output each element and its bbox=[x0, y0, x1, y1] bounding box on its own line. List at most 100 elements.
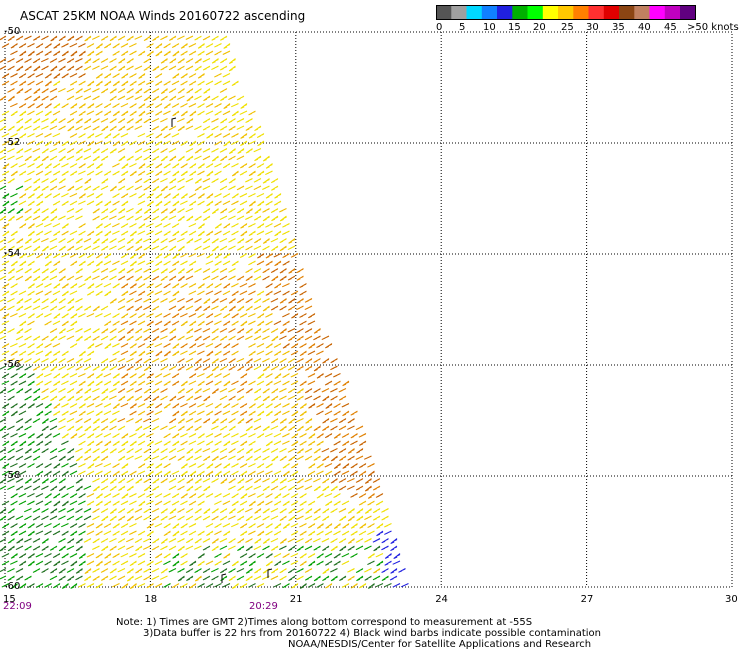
wind-barb bbox=[177, 275, 185, 282]
wind-barb bbox=[27, 343, 35, 349]
wind-barb bbox=[211, 418, 219, 424]
wind-barb bbox=[271, 478, 279, 484]
wind-barb bbox=[197, 440, 205, 446]
wind-barb bbox=[330, 575, 338, 582]
wind-barb bbox=[262, 305, 270, 312]
wind-barb bbox=[1, 350, 10, 356]
wind-barb bbox=[291, 403, 299, 409]
wind-barb bbox=[358, 500, 367, 506]
wind-barb bbox=[146, 260, 154, 266]
wind-barb bbox=[245, 148, 253, 154]
wind-barb bbox=[92, 125, 100, 131]
wind-barb bbox=[1, 560, 10, 566]
wind-barb bbox=[172, 380, 180, 386]
wind-barb bbox=[95, 230, 103, 236]
wind-barb bbox=[248, 530, 256, 535]
wind-barb bbox=[7, 208, 15, 214]
wind-barb bbox=[180, 560, 188, 566]
wind-barb bbox=[172, 440, 180, 447]
wind-barb bbox=[288, 515, 296, 522]
wind-barb bbox=[117, 35, 126, 41]
wind-barb bbox=[346, 478, 355, 483]
wind-barb bbox=[134, 215, 143, 221]
wind-barb bbox=[228, 65, 236, 72]
wind-barb bbox=[138, 463, 146, 469]
wind-barb bbox=[70, 170, 78, 176]
wind-barb bbox=[169, 35, 177, 41]
wind-barb bbox=[95, 560, 103, 567]
wind-barb bbox=[169, 275, 177, 281]
wind-barb bbox=[231, 403, 239, 408]
wind-barb bbox=[49, 418, 58, 423]
wind-barb bbox=[350, 583, 358, 589]
wind-barb bbox=[202, 245, 211, 250]
wind-barb bbox=[83, 515, 92, 521]
wind-barb bbox=[19, 170, 27, 176]
wind-barb bbox=[305, 365, 313, 371]
wind-barb bbox=[177, 88, 185, 94]
wind-barb bbox=[375, 583, 384, 588]
wind-barb bbox=[186, 478, 194, 484]
wind-barb bbox=[138, 193, 146, 199]
wind-barb bbox=[185, 358, 194, 363]
wind-barb bbox=[206, 313, 214, 319]
wind-barb bbox=[239, 110, 248, 115]
wind-barb bbox=[262, 298, 270, 303]
wind-barb bbox=[159, 575, 168, 580]
wind-barb bbox=[338, 478, 347, 483]
wind-barb bbox=[121, 73, 129, 79]
wind-barb bbox=[188, 193, 197, 198]
wind-barb bbox=[0, 508, 7, 514]
wind-barb bbox=[322, 515, 330, 522]
wind-barb bbox=[169, 328, 177, 334]
wind-barb bbox=[118, 478, 126, 484]
wind-barb bbox=[7, 425, 15, 431]
wind-barb bbox=[355, 485, 364, 491]
wind-barb bbox=[271, 455, 279, 462]
wind-barb bbox=[211, 508, 219, 514]
wind-barb bbox=[44, 253, 52, 259]
wind-barb bbox=[194, 215, 202, 221]
wind-barb bbox=[52, 193, 61, 199]
wind-barb bbox=[0, 425, 7, 432]
wind-barb bbox=[24, 185, 32, 191]
wind-barb bbox=[219, 538, 228, 543]
wind-barb bbox=[313, 395, 321, 401]
wind-barb bbox=[43, 223, 52, 228]
wind-barb bbox=[304, 485, 313, 491]
wind-barb bbox=[322, 358, 330, 364]
wind-barb bbox=[290, 493, 299, 498]
wind-barb bbox=[101, 245, 109, 251]
wind-barb bbox=[58, 358, 66, 364]
wind-barb bbox=[350, 470, 358, 476]
wind-barb bbox=[112, 403, 120, 409]
wind-barb bbox=[256, 260, 265, 266]
wind-barb bbox=[372, 508, 381, 514]
wind-barb bbox=[0, 328, 7, 334]
wind-barb bbox=[316, 403, 324, 408]
wind-barb bbox=[109, 238, 117, 244]
wind-barb bbox=[1, 253, 10, 258]
wind-barb bbox=[100, 268, 109, 273]
wind-barb bbox=[185, 65, 194, 71]
wind-barb bbox=[15, 365, 24, 371]
wind-barb bbox=[27, 170, 35, 176]
wind-barb bbox=[202, 335, 211, 341]
wind-barb bbox=[180, 380, 188, 387]
wind-barb bbox=[185, 388, 194, 394]
wind-barb bbox=[118, 508, 126, 514]
wind-barb bbox=[288, 508, 296, 514]
wind-barb bbox=[143, 575, 151, 581]
wind-barb bbox=[0, 515, 7, 521]
wind-barb bbox=[69, 140, 78, 146]
wind-barb bbox=[61, 50, 69, 57]
wind-barb bbox=[324, 410, 333, 416]
wind-barb bbox=[231, 193, 239, 199]
wind-barb bbox=[168, 185, 177, 191]
wind-barb bbox=[237, 545, 245, 551]
wind-barb bbox=[282, 500, 290, 506]
wind-barb bbox=[160, 298, 168, 303]
wind-barb bbox=[239, 313, 248, 318]
wind-barb bbox=[117, 185, 126, 191]
wind-barb bbox=[69, 43, 78, 48]
